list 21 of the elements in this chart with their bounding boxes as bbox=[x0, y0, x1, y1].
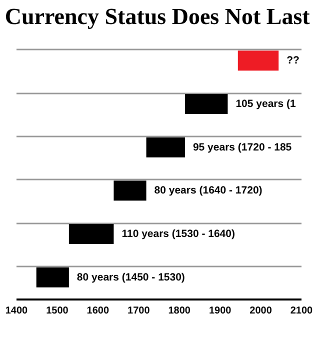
data-label: 80 years (1450 - 1530) bbox=[76, 271, 185, 284]
bar bbox=[238, 50, 279, 71]
x-tick-label: 1600 bbox=[86, 306, 110, 316]
data-label: 105 years (1 bbox=[236, 98, 296, 110]
bar bbox=[36, 267, 69, 288]
x-tick-label: 1400 bbox=[5, 306, 28, 316]
data-label: 80 years (1640 - 1720) bbox=[154, 184, 262, 197]
bar bbox=[184, 94, 228, 114]
bar bbox=[146, 137, 185, 158]
x-tick-label: 1700 bbox=[128, 306, 150, 316]
x-tick-label: 1500 bbox=[46, 306, 69, 316]
x-tick-label: 1800 bbox=[168, 306, 191, 316]
data-label: 95 years (1720 - 185 bbox=[192, 141, 292, 154]
chart-title: Currency Status Does Not Last bbox=[4, 4, 310, 29]
bar bbox=[68, 224, 114, 244]
bar bbox=[114, 180, 146, 201]
data-label: 110 years (1530 - 1640) bbox=[122, 228, 235, 240]
x-tick-label: 2000 bbox=[250, 306, 272, 316]
data-label: ?? bbox=[286, 54, 300, 67]
x-tick-label: 1900 bbox=[208, 306, 232, 316]
x-tick-label: 2100 bbox=[290, 306, 314, 316]
